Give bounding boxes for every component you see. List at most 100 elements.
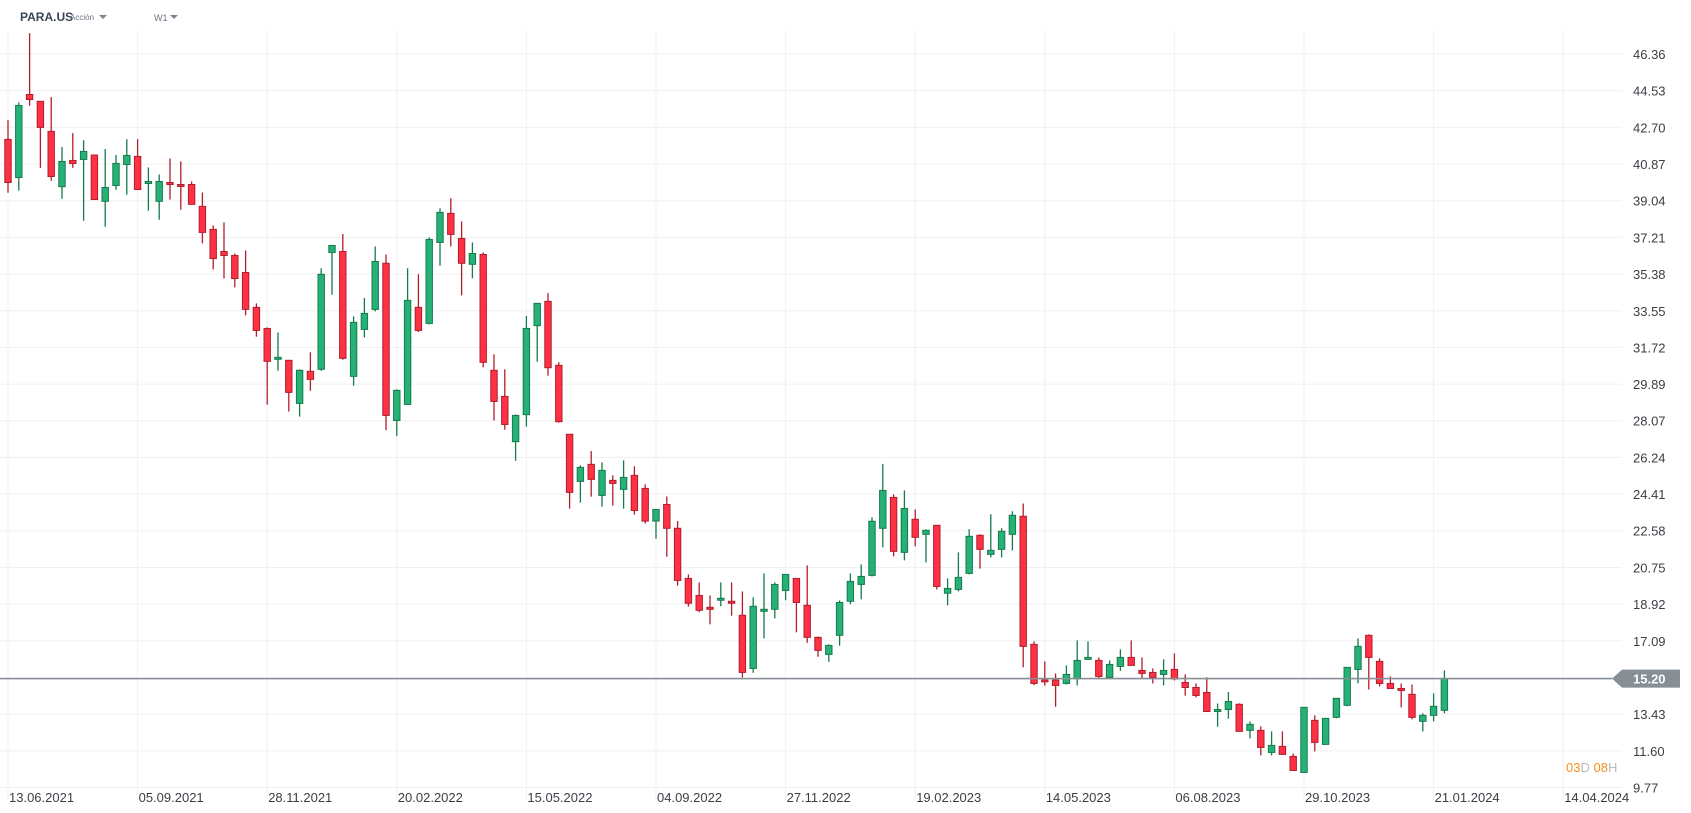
candle: [457, 221, 466, 296]
candle-body-down: [1257, 729, 1265, 748]
candle-body-down: [1397, 687, 1405, 691]
candle: [317, 268, 325, 371]
y-tick-label: 26.24: [1633, 450, 1666, 465]
candle: [695, 582, 703, 613]
candle-body-up: [1213, 709, 1222, 713]
candle: [187, 181, 196, 205]
candle: [814, 636, 822, 657]
candle-body-down: [911, 518, 919, 538]
candle: [857, 564, 865, 600]
grid: [0, 30, 1622, 800]
y-tick-label: 29.89: [1633, 377, 1666, 392]
instrument-dropdown-caret-icon[interactable]: [99, 15, 107, 19]
candle-body-up: [1267, 744, 1276, 753]
candle: [1203, 677, 1211, 713]
candle: [587, 451, 595, 497]
y-tick-label: 46.36: [1633, 47, 1666, 62]
candle: [727, 582, 736, 616]
x-axis: 13.06.2021 05.09.2021 28.11.2021 20.02.2022…: [9, 790, 1629, 805]
candle-body-down: [339, 250, 347, 359]
candle: [1332, 697, 1341, 719]
y-tick-label: 22.58: [1633, 524, 1666, 539]
candle-body-up: [857, 575, 865, 585]
candle-body-up: [1084, 656, 1092, 660]
candle-body-down: [889, 496, 898, 552]
y-tick-label: 9.77: [1633, 781, 1658, 796]
candle-body-down: [695, 594, 703, 611]
x-tick-label: 27.11.2022: [787, 790, 851, 805]
candle-body-down: [1203, 691, 1211, 713]
candle-body-down: [382, 262, 390, 416]
candle-body-down: [177, 184, 185, 188]
current-price-badge: 15.20: [1612, 669, 1680, 688]
candle: [1375, 658, 1384, 687]
x-tick-label: 13.06.2021: [9, 790, 74, 805]
candle-body-up: [1321, 717, 1330, 745]
candle: [1095, 657, 1103, 678]
candle: [673, 521, 682, 586]
candle-body-down: [457, 237, 466, 264]
candle-body-down: [1375, 660, 1384, 684]
candle-body-down: [1170, 668, 1179, 680]
y-tick-label: 40.87: [1633, 157, 1666, 172]
candle-body-down: [187, 184, 196, 205]
candle-body-down: [1149, 671, 1157, 678]
candle: [328, 244, 336, 295]
candle-body-up: [835, 601, 844, 636]
candle: [565, 433, 574, 509]
candle: [1408, 684, 1416, 720]
y-axis: 46.36 44.53 42.70 40.87 39.04 37.21 35.38 33.55…: [1633, 47, 1666, 796]
candle: [393, 389, 401, 437]
candle-body-down: [36, 100, 45, 128]
candle: [987, 514, 995, 558]
candle: [349, 316, 358, 386]
candle-body-up: [1105, 663, 1114, 678]
candle: [576, 465, 585, 503]
symbol-label[interactable]: PARA.US: [20, 10, 74, 24]
candle: [1138, 657, 1146, 679]
candles: [4, 33, 1449, 773]
timeframe-dropdown-caret-icon[interactable]: [170, 15, 178, 19]
candle: [1267, 731, 1276, 756]
candle-body-up: [101, 187, 109, 202]
candle-body-up: [1300, 706, 1308, 773]
candle: [911, 509, 919, 547]
candle: [1105, 660, 1114, 678]
candle-body-down: [1311, 719, 1319, 743]
candle-body-down: [1041, 679, 1049, 683]
candle-body-up: [1332, 697, 1341, 718]
candle: [619, 460, 628, 509]
candle: [252, 303, 261, 337]
candle-body-up: [15, 105, 23, 178]
candle-body-up: [749, 605, 757, 669]
candle-body-down: [252, 306, 261, 331]
y-tick-label: 39.04: [1633, 194, 1666, 209]
candle-body-up: [295, 369, 304, 404]
candle-body-down: [976, 534, 984, 550]
candle: [889, 494, 898, 557]
candle-body-down: [501, 395, 509, 425]
candle: [1343, 666, 1351, 707]
candle-body-down: [447, 212, 455, 235]
candle-body-up: [371, 260, 379, 310]
y-tick-label: 37.21: [1633, 230, 1666, 245]
candle: [306, 352, 315, 391]
candle: [1170, 653, 1179, 681]
candle-body-up: [1419, 714, 1427, 722]
candle-body-down: [1127, 656, 1135, 666]
candle: [771, 582, 779, 619]
candle-body-up: [317, 273, 325, 370]
candle: [501, 369, 509, 430]
candle: [1008, 511, 1017, 551]
candle: [295, 369, 304, 417]
instrument-type-label[interactable]: Acción: [70, 13, 95, 22]
candle: [1159, 659, 1168, 686]
candle: [933, 524, 941, 590]
candle: [738, 591, 747, 678]
candle-body-up: [79, 150, 88, 160]
candle: [382, 254, 390, 431]
candle: [1116, 649, 1125, 671]
timeframe-selector[interactable]: W1: [154, 13, 168, 23]
candle-body-down: [544, 300, 552, 369]
